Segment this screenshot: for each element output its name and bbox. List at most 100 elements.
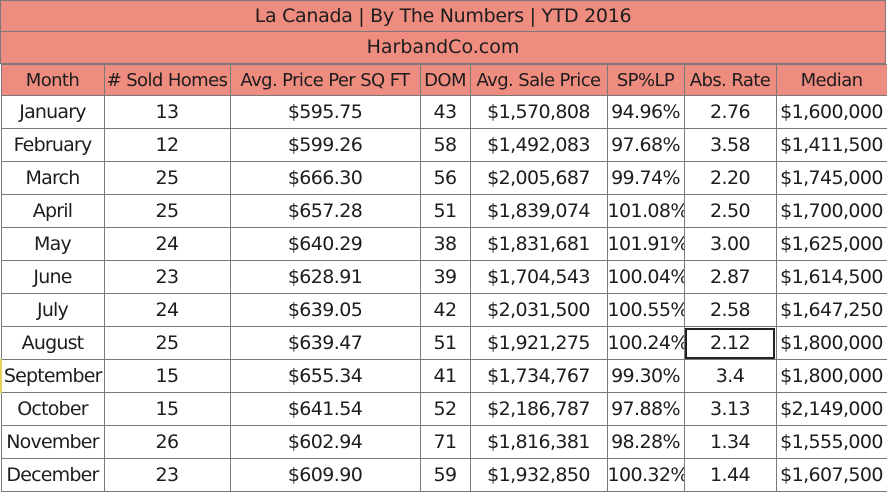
median-cell[interactable]: $1,800,000	[775, 326, 887, 360]
abs-rate-cell[interactable]: 3.58	[683, 128, 777, 162]
sold-homes-cell[interactable]: 24	[103, 227, 231, 261]
sp-lp-cell[interactable]: 94.96%	[606, 95, 685, 129]
col-header-abs-rate[interactable]: Abs. Rate	[683, 64, 777, 96]
sold-homes-cell[interactable]: 24	[103, 293, 231, 327]
sold-homes-cell[interactable]: 15	[103, 359, 231, 393]
price-per-sqft-cell[interactable]: $657.28	[229, 194, 421, 228]
dom-cell[interactable]: 39	[419, 260, 471, 294]
month-cell[interactable]: August	[0, 326, 105, 360]
col-header-avg-sale-price[interactable]: Avg. Sale Price	[469, 64, 608, 96]
sp-lp-cell[interactable]: 97.88%	[606, 392, 685, 426]
avg-sale-price-cell[interactable]: $1,839,074	[469, 194, 608, 228]
sold-homes-cell[interactable]: 15	[103, 392, 231, 426]
median-cell[interactable]: $1,625,000	[775, 227, 887, 261]
month-cell[interactable]: February	[0, 128, 105, 162]
avg-sale-price-cell[interactable]: $1,734,767	[469, 359, 608, 393]
sold-homes-cell[interactable]: 25	[103, 194, 231, 228]
sp-lp-cell[interactable]: 98.28%	[606, 425, 685, 459]
abs-rate-cell[interactable]: 3.13	[683, 392, 777, 426]
sp-lp-cell[interactable]: 100.32%	[606, 458, 685, 492]
month-cell[interactable]: April	[0, 194, 105, 228]
avg-sale-price-cell[interactable]: $1,921,275	[469, 326, 608, 360]
avg-sale-price-cell[interactable]: $2,186,787	[469, 392, 608, 426]
abs-rate-cell[interactable]: 1.44	[683, 458, 777, 492]
abs-rate-cell[interactable]: 3.00	[683, 227, 777, 261]
month-cell[interactable]: July	[0, 293, 105, 327]
median-cell[interactable]: $1,607,500	[775, 458, 887, 492]
month-cell[interactable]: May	[0, 227, 105, 261]
sold-homes-cell[interactable]: 25	[103, 161, 231, 195]
sold-homes-cell[interactable]: 23	[103, 458, 231, 492]
avg-sale-price-cell[interactable]: $2,005,687	[469, 161, 608, 195]
price-per-sqft-cell[interactable]: $639.47	[229, 326, 421, 360]
sp-lp-cell[interactable]: 100.24%	[606, 326, 685, 360]
sp-lp-cell[interactable]: 99.74%	[606, 161, 685, 195]
sp-lp-cell[interactable]: 97.68%	[606, 128, 685, 162]
month-cell[interactable]: October	[0, 392, 105, 426]
abs-rate-cell[interactable]: 2.50	[683, 194, 777, 228]
price-per-sqft-cell[interactable]: $639.05	[229, 293, 421, 327]
month-cell[interactable]: January	[0, 95, 105, 129]
price-per-sqft-cell[interactable]: $640.29	[229, 227, 421, 261]
price-per-sqft-cell[interactable]: $609.90	[229, 458, 421, 492]
abs-rate-cell[interactable]: 2.20	[683, 161, 777, 195]
avg-sale-price-cell[interactable]: $1,932,850	[469, 458, 608, 492]
month-cell[interactable]: June	[0, 260, 105, 294]
dom-cell[interactable]: 38	[419, 227, 471, 261]
avg-sale-price-cell[interactable]: $1,492,083	[469, 128, 608, 162]
sold-homes-cell[interactable]: 13	[103, 95, 231, 129]
sold-homes-cell[interactable]: 25	[103, 326, 231, 360]
col-header-sp-lp[interactable]: SP%LP	[606, 64, 685, 96]
col-header-dom[interactable]: DOM	[419, 64, 471, 96]
median-cell[interactable]: $1,647,250	[775, 293, 887, 327]
median-cell[interactable]: $1,700,000	[775, 194, 887, 228]
median-cell[interactable]: $1,745,000	[775, 161, 887, 195]
abs-rate-cell[interactable]: 2.76	[683, 95, 777, 129]
col-header-month[interactable]: Month	[0, 64, 105, 96]
price-per-sqft-cell[interactable]: $655.34	[229, 359, 421, 393]
sp-lp-cell[interactable]: 99.30%	[606, 359, 685, 393]
sp-lp-cell[interactable]: 101.91%	[606, 227, 685, 261]
price-per-sqft-cell[interactable]: $599.26	[229, 128, 421, 162]
col-header-median[interactable]: Median	[775, 64, 887, 96]
sold-homes-cell[interactable]: 23	[103, 260, 231, 294]
month-cell[interactable]: December	[0, 458, 105, 492]
col-header-sold-homes[interactable]: # Sold Homes	[103, 64, 231, 96]
price-per-sqft-cell[interactable]: $628.91	[229, 260, 421, 294]
price-per-sqft-cell[interactable]: $666.30	[229, 161, 421, 195]
abs-rate-cell[interactable]: 3.4	[683, 359, 777, 393]
avg-sale-price-cell[interactable]: $1,704,543	[469, 260, 608, 294]
median-cell[interactable]: $2,149,000	[775, 392, 887, 426]
median-cell[interactable]: $1,800,000	[775, 359, 887, 393]
sold-homes-cell[interactable]: 26	[103, 425, 231, 459]
sp-lp-cell[interactable]: 100.55%	[606, 293, 685, 327]
sp-lp-cell[interactable]: 100.04%	[606, 260, 685, 294]
month-cell[interactable]: March	[0, 161, 105, 195]
dom-cell[interactable]: 42	[419, 293, 471, 327]
dom-cell[interactable]: 56	[419, 161, 471, 195]
abs-rate-cell[interactable]: 1.34	[683, 425, 777, 459]
sold-homes-cell[interactable]: 12	[103, 128, 231, 162]
col-header-price-per-sqft[interactable]: Avg. Price Per SQ FT	[229, 64, 421, 96]
median-cell[interactable]: $1,600,000	[775, 95, 887, 129]
avg-sale-price-cell[interactable]: $1,816,381	[469, 425, 608, 459]
price-per-sqft-cell[interactable]: $641.54	[229, 392, 421, 426]
month-cell[interactable]: September	[0, 359, 105, 393]
abs-rate-cell[interactable]: 2.58	[683, 293, 777, 327]
median-cell[interactable]: $1,555,000	[775, 425, 887, 459]
avg-sale-price-cell[interactable]: $2,031,500	[469, 293, 608, 327]
dom-cell[interactable]: 43	[419, 95, 471, 129]
median-cell[interactable]: $1,614,500	[775, 260, 887, 294]
dom-cell[interactable]: 71	[419, 425, 471, 459]
dom-cell[interactable]: 41	[419, 359, 471, 393]
avg-sale-price-cell[interactable]: $1,570,808	[469, 95, 608, 129]
abs-rate-cell[interactable]: 2.12	[683, 326, 777, 360]
sp-lp-cell[interactable]: 101.08%	[606, 194, 685, 228]
dom-cell[interactable]: 52	[419, 392, 471, 426]
dom-cell[interactable]: 51	[419, 194, 471, 228]
dom-cell[interactable]: 59	[419, 458, 471, 492]
avg-sale-price-cell[interactable]: $1,831,681	[469, 227, 608, 261]
abs-rate-cell[interactable]: 2.87	[683, 260, 777, 294]
median-cell[interactable]: $1,411,500	[775, 128, 887, 162]
month-cell[interactable]: November	[0, 425, 105, 459]
